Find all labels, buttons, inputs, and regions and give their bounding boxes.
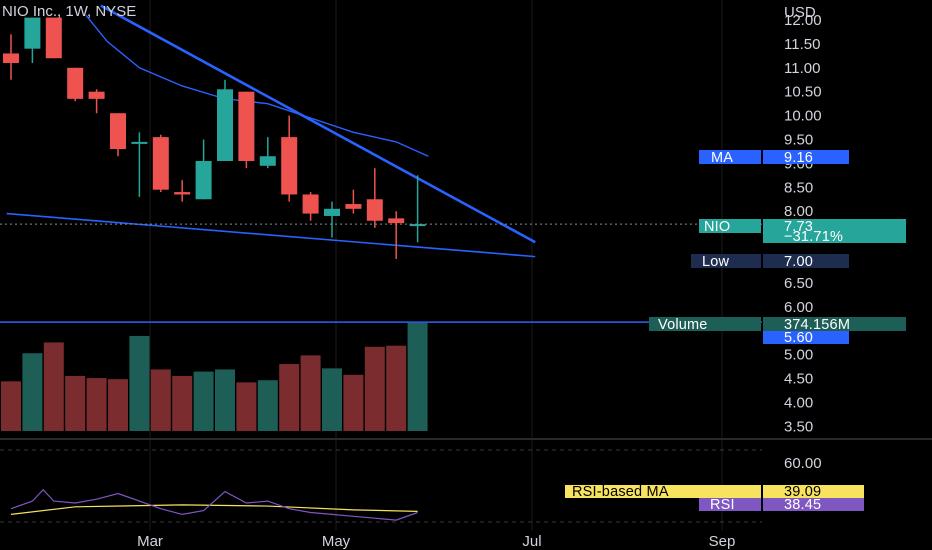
trendlines[interactable] <box>6 4 536 258</box>
price-tick-label: 4.50 <box>784 371 813 388</box>
candle-body <box>195 161 212 200</box>
volume-bar <box>108 379 128 431</box>
nio-badge: NIO 7.73 −31.71% <box>699 219 906 245</box>
candle-body <box>345 204 362 209</box>
volume-bar <box>215 369 235 431</box>
price-tick-label: 9.50 <box>784 132 813 149</box>
volume-bars <box>1 323 428 431</box>
candle-body <box>324 208 340 216</box>
volume-bar <box>1 381 21 431</box>
volume-bar <box>364 346 385 431</box>
rsi-badge-label: RSI <box>710 497 735 513</box>
ma-badge-value: 9.16 <box>784 150 813 166</box>
time-axis[interactable]: Mar May Jul Sep <box>137 533 735 550</box>
rsi-badge-value: 38.45 <box>784 497 821 513</box>
rsi-axis-tick: 60.00 <box>784 455 822 472</box>
price-tick-label: 11.00 <box>784 60 820 77</box>
time-tick-label: May <box>322 533 351 550</box>
rsi-badge: RSI 38.45 <box>699 497 864 513</box>
candle-body <box>174 192 191 195</box>
candle-body <box>259 156 276 166</box>
volume-bar <box>386 345 407 431</box>
low-badge: Low 7.00 <box>691 254 849 270</box>
price-tick-label: 8.50 <box>784 179 813 196</box>
candle-body <box>388 218 405 224</box>
volume-bar <box>172 375 193 431</box>
candle-body <box>45 17 62 59</box>
price-tick-label: 10.50 <box>784 84 822 101</box>
price-tick-label: 3.50 <box>784 418 813 435</box>
volume-bar <box>279 364 300 431</box>
candle-body <box>110 113 126 150</box>
price-tick-label: 8.00 <box>784 203 813 220</box>
low-badge-label: Low <box>702 254 730 270</box>
time-tick-label: Jul <box>522 533 541 550</box>
candle-body <box>24 17 41 49</box>
volume-bar <box>43 342 64 431</box>
hline-badge-value: 5.60 <box>784 330 813 346</box>
price-tick-label: 4.00 <box>784 394 813 411</box>
candle-body <box>366 199 383 221</box>
volume-bar <box>65 375 86 431</box>
currency-label: USD <box>784 4 816 21</box>
price-tick-label: 6.00 <box>784 299 813 316</box>
candle-body <box>302 194 319 214</box>
volume-bar <box>22 353 43 431</box>
rsi-ma-line <box>10 504 418 515</box>
time-tick-label: Mar <box>137 533 163 550</box>
price-tick-label: 5.00 <box>784 347 813 364</box>
price-tick-label: 11.50 <box>784 36 820 53</box>
volume-bar <box>300 355 321 431</box>
trendline <box>6 212 536 258</box>
candle-body <box>152 137 169 190</box>
volume-bar <box>193 371 214 431</box>
candles <box>3 17 426 259</box>
hline-badge: 5.60 <box>763 330 849 346</box>
candle-body <box>238 91 255 162</box>
candle-body <box>67 67 84 99</box>
candle-body <box>281 137 298 195</box>
chart-title: NIO Inc., 1W, NYSE <box>2 3 136 20</box>
volume-bar <box>343 374 364 431</box>
volume-badge: Volume 374.156M <box>649 317 906 333</box>
volume-badge-value: 374.156M <box>784 317 850 333</box>
rsi-ma-badge-label: RSI-based MA <box>572 484 669 500</box>
volume-bar <box>150 369 171 431</box>
price-tick-label: 6.50 <box>784 275 813 292</box>
price-lines <box>0 223 762 323</box>
volume-bar <box>257 380 278 431</box>
volume-bar <box>86 378 107 431</box>
trendline <box>100 4 536 244</box>
volume-badge-label: Volume <box>658 317 708 333</box>
price-tick-label: 12.00 <box>784 12 822 29</box>
ma-badge-label: MA <box>711 150 733 166</box>
volume-bar <box>322 368 342 431</box>
candle-body <box>409 224 426 227</box>
ma-badge: MA 9.16 <box>699 150 849 166</box>
volume-bar <box>407 323 428 431</box>
price-tick-label: 10.00 <box>784 108 822 125</box>
time-tick-label: Sep <box>709 533 736 550</box>
candle-body <box>88 91 105 99</box>
rsi-ma-badge: RSI-based MA 39.09 <box>565 484 864 500</box>
candle-body <box>3 53 19 64</box>
rsi-ma-badge-value: 39.09 <box>784 484 821 500</box>
nio-badge-value: 7.73 <box>784 219 813 235</box>
candle-body <box>131 141 148 144</box>
candle-body <box>217 89 233 162</box>
low-badge-value: 7.00 <box>784 254 813 270</box>
nio-badge-label: NIO <box>704 219 730 235</box>
rsi-line <box>10 488 418 521</box>
volume-bar <box>236 382 257 431</box>
nio-badge-change: −31.71% <box>784 229 843 245</box>
volume-bar <box>129 335 150 431</box>
rsi-indicator <box>10 488 418 521</box>
